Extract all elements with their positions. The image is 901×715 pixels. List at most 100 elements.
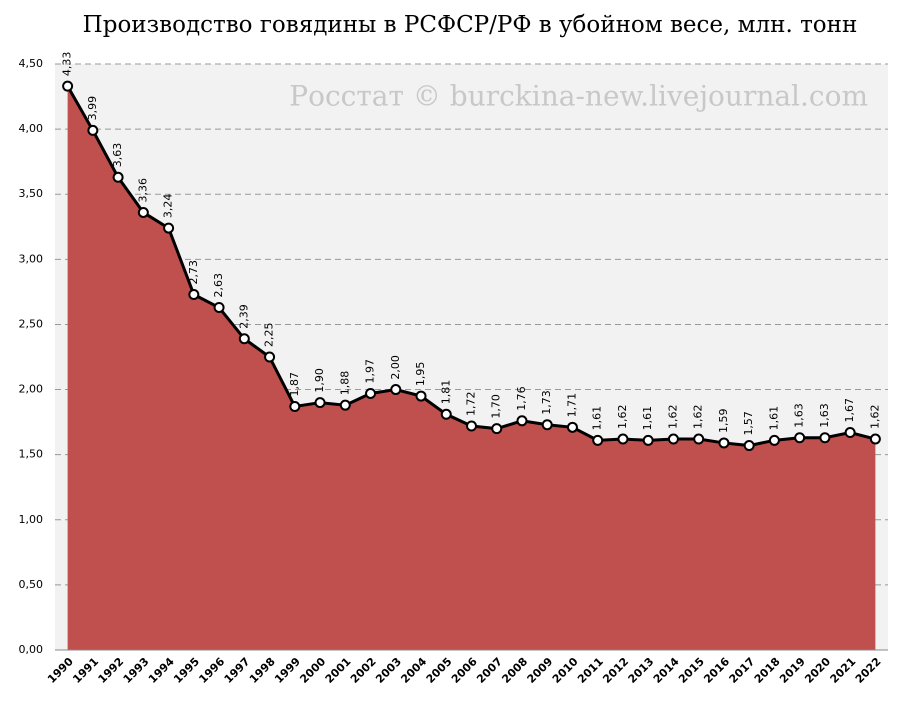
x-tick-label: 2008: [499, 655, 530, 686]
marker: [794, 432, 806, 444]
marker: [617, 433, 629, 445]
data-label: 1,59: [717, 408, 730, 433]
data-label: 2,73: [187, 260, 200, 285]
x-tick-label: 2020: [802, 655, 833, 686]
marker: [264, 351, 276, 363]
marker: [667, 433, 679, 445]
marker: [869, 433, 881, 445]
x-tick-label: 1995: [171, 655, 202, 686]
x-tick-label: 1997: [222, 655, 253, 686]
x-tick-label: 2004: [398, 655, 429, 686]
marker: [415, 390, 427, 402]
x-tick-label: 2011: [575, 655, 606, 686]
marker: [466, 420, 477, 432]
x-tick-label: 1991: [70, 655, 101, 686]
x-tick-label: 2010: [550, 655, 581, 686]
marker: [566, 421, 578, 433]
x-tick-label: 2022: [853, 655, 884, 686]
data-label: 1,61: [641, 406, 654, 431]
x-tick-label: 1993: [121, 655, 152, 686]
data-label: 2,25: [263, 323, 276, 348]
marker: [541, 419, 553, 431]
data-label: 1,72: [465, 392, 478, 417]
marker: [743, 440, 755, 452]
y-tick-label: 2,50: [19, 317, 44, 330]
marker: [390, 384, 402, 396]
data-label: 3,24: [162, 194, 175, 219]
y-tick-label: 1,50: [19, 448, 44, 461]
data-label: 1,70: [490, 394, 503, 419]
data-label: 1,61: [767, 406, 780, 431]
chart-title: Производство говядины в РСФСР/РФ в убойн…: [83, 12, 858, 38]
marker: [768, 434, 780, 446]
data-label: 1,95: [414, 362, 427, 387]
y-tick-label: 3,00: [19, 252, 44, 265]
data-label: 3,36: [136, 178, 149, 203]
x-tick-label: 2016: [701, 655, 732, 686]
data-label: 1,62: [616, 405, 629, 430]
x-tick-label: 2005: [424, 655, 455, 686]
data-label: 1,62: [692, 405, 705, 430]
x-tick-label: 2021: [828, 655, 859, 686]
x-tick-label: 1999: [272, 655, 303, 686]
x-tick-label: 2000: [297, 655, 328, 686]
y-tick-label: 1,00: [19, 513, 44, 526]
y-tick-label: 3,50: [19, 187, 44, 200]
marker: [137, 206, 149, 218]
marker: [693, 433, 705, 445]
marker: [516, 415, 528, 427]
x-tick-label: 1996: [196, 655, 227, 686]
data-label: 1,73: [540, 390, 553, 415]
y-tick-label: 0,00: [19, 643, 44, 656]
x-tick-label: 2006: [449, 655, 480, 686]
x-tick-label: 1992: [96, 655, 127, 686]
y-tick-label: 2,00: [19, 383, 44, 396]
x-tick-label: 2013: [626, 655, 657, 686]
x-tick-label: 2019: [777, 655, 808, 686]
x-tick-label: 2014: [651, 655, 682, 686]
x-tick-label: 2012: [600, 655, 631, 686]
data-label: 1,57: [742, 411, 755, 436]
data-label: 1,63: [793, 403, 806, 428]
marker: [163, 222, 175, 234]
watermark: Росстат © burckina-new.livejournal.com: [289, 80, 868, 113]
data-label: 1,67: [843, 398, 856, 423]
data-label: 1,63: [818, 403, 831, 428]
marker: [87, 124, 99, 136]
data-label: 2,63: [212, 273, 225, 298]
data-label: 2,00: [389, 355, 402, 380]
x-tick-label: 2007: [474, 655, 505, 686]
marker: [592, 434, 604, 446]
data-label: 1,87: [288, 372, 301, 397]
y-tick-label: 4,00: [19, 122, 44, 135]
data-label: 1,90: [313, 368, 326, 393]
y-tick-label: 0,50: [19, 578, 44, 591]
marker: [112, 171, 124, 183]
marker: [365, 387, 377, 399]
marker: [314, 397, 326, 409]
data-label: 1,71: [565, 393, 578, 418]
x-tick-label: 2015: [676, 655, 707, 686]
marker: [491, 423, 503, 435]
marker: [213, 302, 225, 314]
x-tick-label: 1994: [146, 655, 177, 686]
marker: [188, 288, 200, 300]
marker: [339, 399, 351, 411]
y-tick-label: 4,50: [19, 57, 44, 70]
marker: [844, 427, 856, 439]
marker: [819, 432, 831, 444]
data-label: 2,39: [237, 304, 250, 329]
x-tick-label: 1998: [247, 655, 278, 686]
area: [67, 86, 876, 651]
data-label: 1,97: [364, 359, 377, 384]
marker: [238, 333, 250, 345]
data-label: 3,99: [86, 96, 99, 121]
data-label: 3,63: [111, 143, 124, 168]
data-label: 1,62: [868, 405, 881, 430]
marker: [642, 434, 654, 446]
data-label: 1,81: [439, 380, 452, 405]
data-label: 1,61: [591, 406, 604, 431]
data-label: 4,33: [61, 52, 74, 77]
x-tick-label: 2003: [373, 655, 404, 686]
